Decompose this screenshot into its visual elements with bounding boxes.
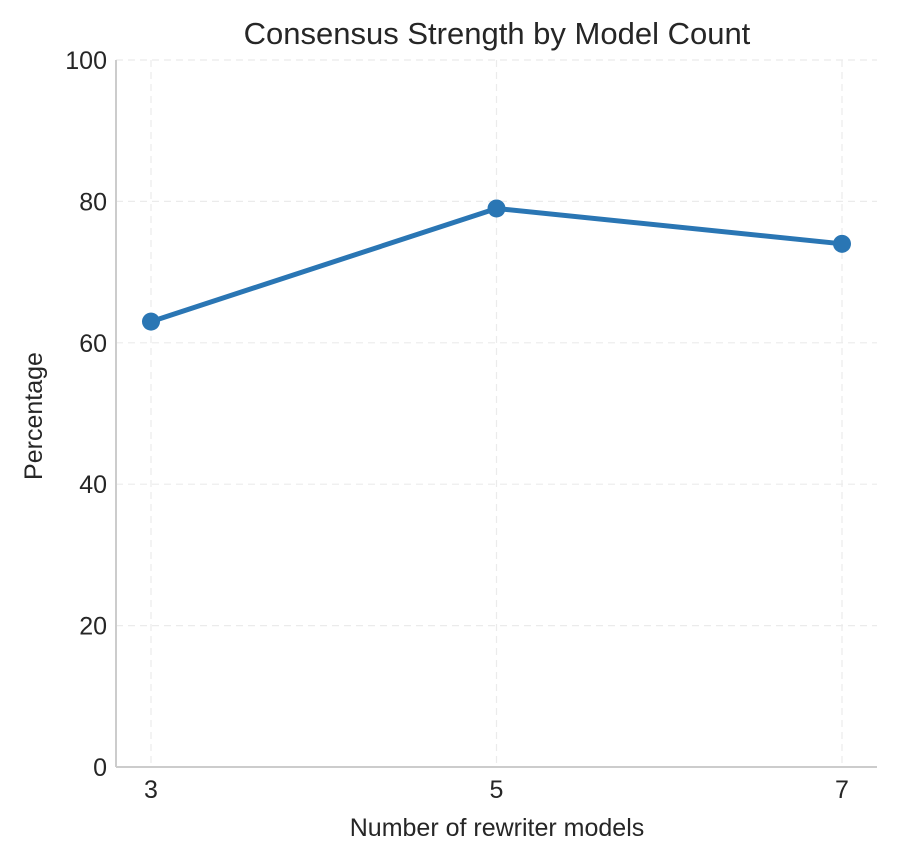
y-axis-label: Percentage [20, 352, 48, 480]
x-axis-label: Number of rewriter models [350, 814, 645, 842]
y-tick-label: 60 [79, 330, 107, 358]
y-tick-label: 40 [79, 471, 107, 499]
y-tick-label: 100 [65, 47, 107, 75]
y-tick-label: 0 [93, 754, 107, 782]
y-tick-label: 20 [79, 613, 107, 641]
series-layer [142, 199, 851, 331]
x-tick-label: 3 [144, 776, 158, 804]
y-tick-labels: 0 20 40 60 80 100 [65, 47, 107, 782]
data-point [142, 312, 160, 331]
x-tick-label: 5 [490, 776, 504, 804]
grid-lines [116, 59, 877, 767]
x-tick-labels: 3 5 7 [144, 776, 849, 804]
data-point [833, 234, 851, 253]
y-tick-label: 80 [79, 188, 107, 216]
chart-title: Consensus Strength by Model Count [244, 16, 751, 51]
data-point [487, 199, 506, 218]
x-tick-label: 7 [835, 776, 849, 804]
